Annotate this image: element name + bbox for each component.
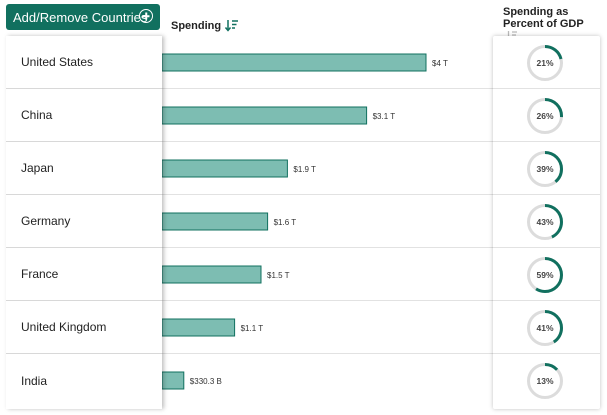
gdp-percent-row: 43% <box>493 195 600 248</box>
gdp-percent-label: 59% <box>536 270 553 280</box>
add-remove-countries-label: Add/Remove Countries <box>13 9 148 25</box>
spending-bar[interactable] <box>162 318 236 337</box>
gdp-percent-ring: 13% <box>527 363 563 399</box>
sort-descending-icon <box>225 20 239 32</box>
gdp-percent-row: 39% <box>493 142 600 195</box>
gdp-percent-row: 41% <box>493 301 600 354</box>
gdp-percent-ring: 21% <box>527 45 563 81</box>
gdp-percent-ring: 43% <box>527 204 563 240</box>
ring-progress-arc <box>527 151 563 187</box>
spending-value-label: $1.9 T <box>293 165 316 174</box>
spending-bar[interactable] <box>162 106 368 125</box>
spending-bar[interactable] <box>162 212 269 231</box>
spending-value-label: $1.6 T <box>274 218 297 227</box>
ring-progress-arc <box>527 204 563 240</box>
country-label: Japan <box>6 142 162 195</box>
spending-bar[interactable] <box>162 159 288 178</box>
row-divider <box>162 88 493 89</box>
gdp-percent-row: 59% <box>493 248 600 301</box>
ring-progress-arc <box>527 98 563 134</box>
spending-value-label: $1.1 T <box>241 324 264 333</box>
spending-value-label: $3.1 T <box>373 112 396 121</box>
row-divider <box>162 194 493 195</box>
gdp-percent-ring: 41% <box>527 310 563 346</box>
gdp-percent-column-header[interactable]: Spending as Percent of GDP <box>503 6 598 42</box>
country-list: United States China Japan Germany France Unit… <box>6 36 162 409</box>
spending-bar[interactable] <box>162 265 262 284</box>
ring-progress-arc <box>527 310 563 346</box>
gdp-percent-label: 26% <box>536 111 553 121</box>
gdp-percent-label: 21% <box>536 58 553 68</box>
spending-value-label: $4 T <box>432 59 448 68</box>
gdp-percent-row: 13% <box>493 354 600 407</box>
ring-progress-arc <box>527 45 563 81</box>
gdp-percent-ring: 39% <box>527 151 563 187</box>
gdp-percent-panel: 21% 26% 39% 43% 59% 41% 13% <box>493 36 600 409</box>
gdp-percent-row: 21% <box>493 36 600 89</box>
country-label: France <box>6 248 162 301</box>
country-label: India <box>21 373 48 388</box>
spending-value-label: $330.3 B <box>190 377 222 386</box>
gdp-percent-label: 13% <box>536 376 553 386</box>
gdp-percent-label: 43% <box>536 217 553 227</box>
country-label: China <box>6 89 162 142</box>
add-remove-countries-button[interactable]: Add/Remove Countries <box>6 4 160 30</box>
row-divider <box>162 141 493 142</box>
gdp-header-line1: Spending as <box>503 6 569 18</box>
country-label: United States <box>6 36 162 89</box>
gdp-percent-label: 39% <box>536 164 553 174</box>
spending-header-label: Spending <box>171 19 222 32</box>
gdp-percent-row: 26% <box>493 89 600 142</box>
gdp-header-line2: Percent of GDP <box>503 18 584 30</box>
row-divider <box>162 300 493 301</box>
spending-bar[interactable] <box>162 371 185 390</box>
country-label: United Kingdom <box>6 301 162 354</box>
spending-bar[interactable] <box>162 53 427 72</box>
gdp-percent-label: 41% <box>536 323 553 333</box>
gdp-percent-ring: 26% <box>527 98 563 134</box>
spending-column-header[interactable]: Spending <box>171 19 239 32</box>
row-divider <box>162 353 493 354</box>
row-divider <box>162 247 493 248</box>
spending-value-label: $1.5 T <box>267 271 290 280</box>
ring-progress-arc <box>527 257 563 293</box>
ring-progress-arc <box>527 363 563 399</box>
country-label: Germany <box>6 195 162 248</box>
header-bar: Add/Remove Countries Spending Spending a… <box>0 0 607 42</box>
plus-circle-icon <box>139 9 153 23</box>
spending-bar-chart: $4 T $3.1 T $1.9 T $1.6 T $1.5 T $1.1 T $330.3… <box>162 53 448 390</box>
gdp-percent-ring: 59% <box>527 257 563 293</box>
